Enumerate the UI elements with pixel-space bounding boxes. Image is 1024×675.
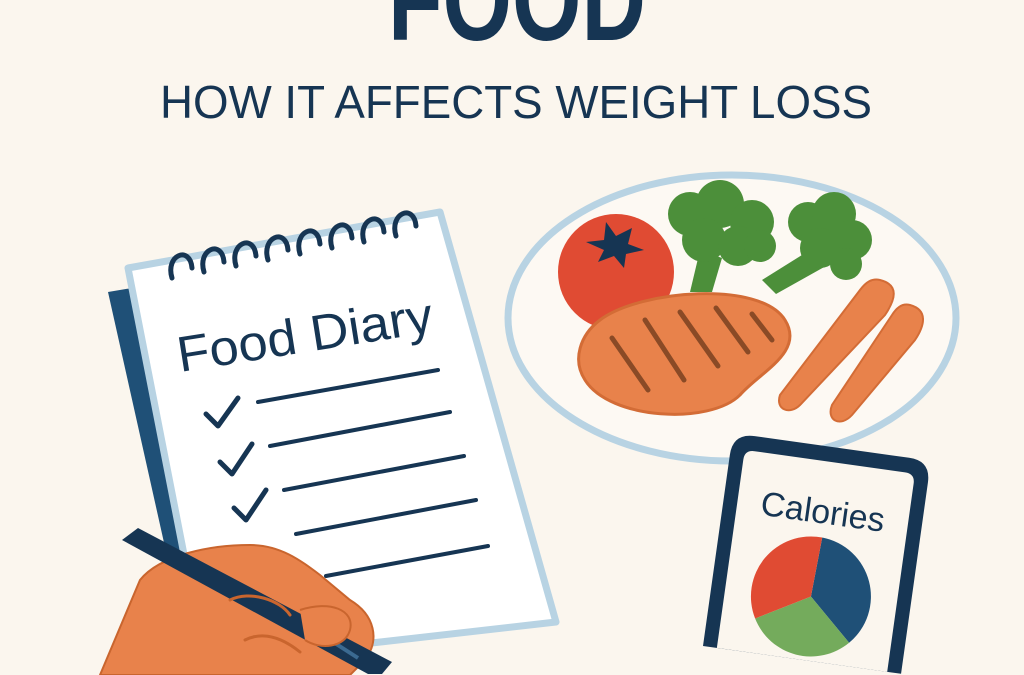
pie-slice	[751, 536, 823, 619]
subtitle: HOW IT AFFECTS WEIGHT LOSS	[160, 76, 872, 128]
calorie-pie-chart	[751, 536, 871, 657]
pie-slice	[755, 596, 850, 657]
checkmark-icon	[203, 395, 241, 429]
title: FOOD	[388, 0, 646, 66]
checkmark-icon	[217, 441, 255, 477]
spiral-binding	[168, 210, 419, 281]
steak-icon	[577, 292, 792, 416]
hand-with-pen	[98, 528, 392, 675]
carrot-icon	[829, 303, 924, 423]
carrot-icon	[778, 278, 895, 412]
pie-slice	[810, 537, 871, 643]
broccoli-icon	[762, 192, 872, 294]
calorie-phone: Calories	[702, 435, 929, 674]
diary-lines	[256, 368, 490, 578]
checkmark-icon	[231, 487, 269, 523]
broccoli-icon	[668, 180, 776, 292]
